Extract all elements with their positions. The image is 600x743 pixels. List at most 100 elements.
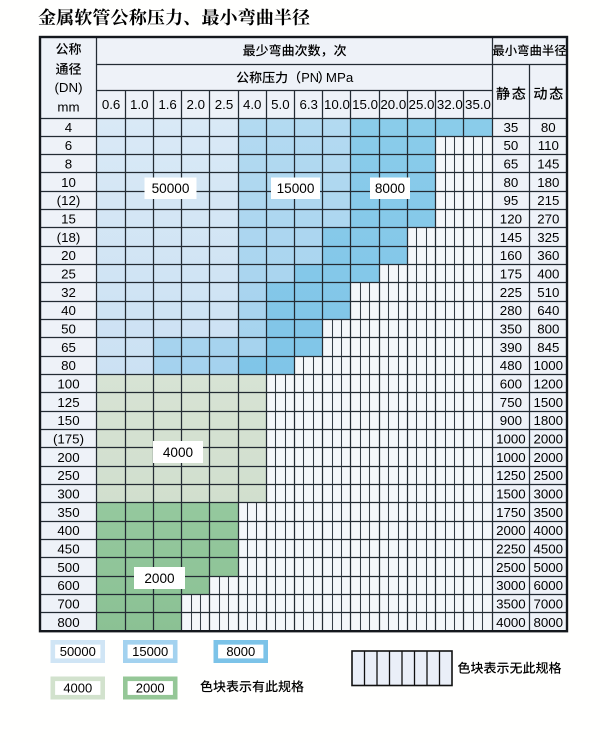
svg-text:8000: 8000	[534, 615, 564, 630]
svg-text:3000: 3000	[496, 578, 526, 593]
svg-text:120: 120	[500, 212, 522, 227]
svg-text:5000: 5000	[534, 560, 564, 575]
svg-text:325: 325	[537, 230, 559, 245]
svg-text:20: 20	[61, 248, 76, 263]
svg-text:450: 450	[57, 542, 79, 557]
svg-text:3500: 3500	[534, 505, 564, 520]
svg-text:4000: 4000	[496, 615, 526, 630]
svg-text:480: 480	[500, 358, 522, 373]
svg-text:600: 600	[500, 377, 522, 392]
svg-text:2000: 2000	[534, 450, 564, 465]
svg-text:1500: 1500	[496, 487, 526, 502]
svg-text:15: 15	[61, 212, 76, 227]
svg-text:8000: 8000	[226, 644, 255, 659]
svg-text:1750: 1750	[496, 505, 526, 520]
svg-text:4.0: 4.0	[243, 97, 262, 112]
svg-text:2000: 2000	[144, 571, 175, 586]
svg-text:40: 40	[61, 303, 76, 318]
svg-text:6000: 6000	[534, 578, 564, 593]
svg-text:500: 500	[57, 560, 79, 575]
svg-text:8: 8	[65, 157, 72, 172]
svg-text:1.6: 1.6	[158, 97, 177, 112]
svg-text:2000: 2000	[136, 681, 165, 696]
svg-text:50: 50	[504, 138, 519, 153]
svg-text:15.0: 15.0	[352, 97, 378, 112]
svg-text:360: 360	[537, 248, 559, 263]
svg-text:80: 80	[541, 120, 556, 135]
svg-text:845: 845	[537, 340, 559, 355]
svg-text:1000: 1000	[496, 450, 526, 465]
svg-text:800: 800	[537, 322, 559, 337]
svg-text:640: 640	[537, 303, 559, 318]
svg-text:5.0: 5.0	[271, 97, 290, 112]
svg-text:2250: 2250	[496, 542, 526, 557]
svg-text:4: 4	[65, 120, 72, 135]
svg-text:145: 145	[500, 230, 522, 245]
svg-text:35: 35	[504, 120, 519, 135]
svg-text:510: 510	[537, 285, 559, 300]
svg-text:20.0: 20.0	[380, 97, 406, 112]
svg-text:4500: 4500	[534, 542, 564, 557]
svg-text:100: 100	[57, 377, 79, 392]
svg-text:10.0: 10.0	[324, 97, 350, 112]
svg-text:125: 125	[57, 395, 79, 410]
svg-text:1000: 1000	[496, 432, 526, 447]
svg-text:900: 900	[500, 413, 522, 428]
svg-text:250: 250	[57, 468, 79, 483]
svg-text:400: 400	[57, 523, 79, 538]
svg-text:350: 350	[500, 322, 522, 337]
svg-text:145: 145	[537, 157, 559, 172]
svg-text:3500: 3500	[496, 597, 526, 612]
svg-text:mm: mm	[57, 100, 79, 115]
svg-text:35.0: 35.0	[465, 97, 491, 112]
svg-text:4000: 4000	[163, 445, 194, 460]
svg-text:2500: 2500	[496, 560, 526, 575]
svg-text:32.0: 32.0	[437, 97, 463, 112]
svg-text:1500: 1500	[534, 395, 564, 410]
svg-text:160: 160	[500, 248, 522, 263]
svg-text:175: 175	[500, 267, 522, 282]
svg-text:15000: 15000	[132, 644, 168, 659]
svg-text:225: 225	[500, 285, 522, 300]
svg-text:350: 350	[57, 505, 79, 520]
svg-text:15000: 15000	[277, 181, 315, 196]
svg-text:95: 95	[504, 193, 519, 208]
svg-text:65: 65	[61, 340, 76, 355]
svg-text:0.6: 0.6	[102, 97, 121, 112]
svg-text:270: 270	[537, 212, 559, 227]
svg-text:(18): (18)	[57, 230, 81, 245]
svg-text:4000: 4000	[534, 523, 564, 538]
svg-text:80: 80	[504, 175, 519, 190]
svg-text:7000: 7000	[534, 597, 564, 612]
svg-text:(12): (12)	[57, 193, 81, 208]
svg-text:PN: PN	[301, 70, 319, 85]
svg-text:1250: 1250	[496, 468, 526, 483]
svg-text:3000: 3000	[534, 487, 564, 502]
svg-text:MPa: MPa	[326, 70, 354, 85]
svg-text:700: 700	[57, 597, 79, 612]
svg-text:2.0: 2.0	[187, 97, 206, 112]
svg-text:2.5: 2.5	[215, 97, 234, 112]
svg-text:4000: 4000	[63, 681, 92, 696]
svg-text:150: 150	[57, 413, 79, 428]
svg-text:2000: 2000	[496, 523, 526, 538]
svg-text:200: 200	[57, 450, 79, 465]
svg-text:1000: 1000	[534, 358, 564, 373]
svg-text:25: 25	[61, 267, 76, 282]
svg-text:50: 50	[61, 322, 76, 337]
svg-text:750: 750	[500, 395, 522, 410]
svg-text:1200: 1200	[534, 377, 564, 392]
svg-text:2000: 2000	[534, 432, 564, 447]
svg-text:390: 390	[500, 340, 522, 355]
svg-text:80: 80	[61, 358, 76, 373]
svg-text:215: 215	[537, 193, 559, 208]
svg-text:50000: 50000	[60, 644, 96, 659]
svg-text:(DN): (DN)	[54, 80, 82, 95]
svg-text:2500: 2500	[534, 468, 564, 483]
svg-text:(175): (175)	[53, 432, 84, 447]
svg-text:6: 6	[65, 138, 72, 153]
svg-text:110: 110	[538, 138, 559, 153]
svg-text:50000: 50000	[152, 181, 190, 196]
svg-text:32: 32	[61, 285, 76, 300]
svg-text:800: 800	[57, 615, 79, 630]
